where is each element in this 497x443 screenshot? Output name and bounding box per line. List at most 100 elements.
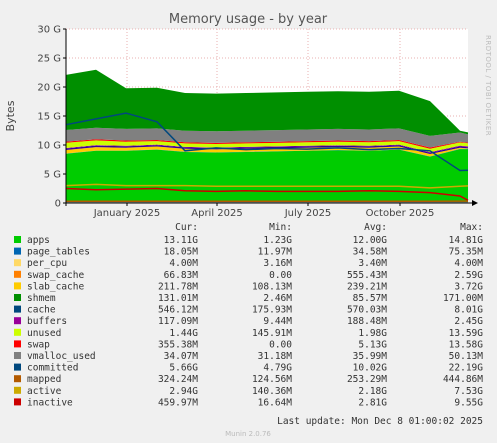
x-tick-label-3: October 2025 <box>366 208 435 219</box>
legend-label-unused: unused <box>27 328 61 339</box>
x-tick-label-0: January 2025 <box>93 208 161 219</box>
legend-min-page-tables: 11.97M <box>258 247 293 258</box>
legend-min-vmalloc-used: 31.18M <box>258 351 293 362</box>
legend-cur-cache: 546.12M <box>158 305 198 316</box>
legend-avg-shmem: 85.57M <box>353 293 388 304</box>
legend-swatch-swap-cache <box>14 270 21 278</box>
legend-cur-swap: 355.38M <box>158 339 198 350</box>
legend-label-shmem: shmem <box>27 293 56 304</box>
last-update: Last update: Mon Dec 8 01:00:02 2025 <box>277 416 483 427</box>
legend-avg-committed: 10.02G <box>353 363 388 374</box>
legend-label-active: active <box>27 386 62 397</box>
legend-max-page-tables: 75.35M <box>449 247 484 258</box>
legend-avg-inactive: 2.81G <box>358 397 387 408</box>
line-active <box>65 183 469 189</box>
legend-swatch-swap <box>14 340 21 348</box>
y-axis-label: Bytes <box>4 100 17 131</box>
legend-min-per-cpu: 3.16M <box>263 258 292 269</box>
legend-avg-swap-cache: 555.43M <box>347 270 387 281</box>
legend-min-active: 140.36M <box>252 386 292 397</box>
legend-avg-page-tables: 34.58M <box>353 247 388 258</box>
legend-cur-apps: 13.11G <box>164 235 199 246</box>
legend-avg-per-cpu: 3.40M <box>358 258 387 269</box>
legend-avg-mapped: 253.29M <box>347 374 387 385</box>
legend-header-min: Min: <box>269 222 292 233</box>
x-tick-label-1: April 2025 <box>191 208 242 219</box>
legend-min-apps: 1.23G <box>263 235 292 246</box>
legend-avg-swap: 5.13G <box>358 339 387 350</box>
legend-cur-vmalloc-used: 34.07M <box>164 351 199 362</box>
legend-swatch-apps <box>14 236 21 243</box>
legend-swatch-active <box>14 386 21 394</box>
legend-avg-apps: 12.00G <box>353 235 388 246</box>
legend-cur-active: 2.94G <box>169 386 198 397</box>
legend-label-page-tables: page_tables <box>27 247 90 258</box>
legend-cur-slab-cache: 211.78M <box>158 281 198 292</box>
legend-swatch-buffers <box>14 317 21 325</box>
line-committed <box>65 112 469 172</box>
legend-max-apps: 14.81G <box>449 235 484 246</box>
legend-min-buffers: 9.44M <box>263 316 292 327</box>
legend-header-avg: Avg: <box>364 222 387 233</box>
legend-label-mapped: mapped <box>27 374 61 385</box>
legend-swatch-shmem <box>14 294 21 301</box>
legend-cur-buffers: 117.09M <box>158 316 198 327</box>
legend-label-inactive: inactive <box>27 397 73 408</box>
area-slab-cache <box>66 145 468 154</box>
rrdtool-watermark: RRDTOOL / TOBI OETIKER <box>484 35 492 136</box>
munin-version: Munin 2.0.76 <box>225 430 271 438</box>
legend-label-slab-cache: slab_cache <box>27 281 84 292</box>
y-tick-label-4: 20 G <box>37 83 61 94</box>
legend-header-max: Max: <box>460 222 483 233</box>
legend-min-slab-cache: 108.13M <box>252 281 292 292</box>
legend: Cur: Min: Avg: Max: apps 13.11G 1.23G 12.00… <box>14 222 483 408</box>
x-axis-arrow <box>472 200 478 206</box>
line-inactive <box>65 187 469 201</box>
legend-swatch-page-tables <box>14 247 21 255</box>
legend-max-inactive: 9.55G <box>454 397 483 408</box>
y-tick-label-2: 10 G <box>37 141 61 152</box>
legend-swatch-inactive <box>14 398 21 406</box>
legend-max-buffers: 2.45G <box>454 316 483 327</box>
legend-cur-unused: 1.44G <box>169 328 198 339</box>
y-tick-label-0: 0 <box>55 199 61 210</box>
legend-min-swap-cache: 0.00 <box>269 270 292 281</box>
legend-avg-active: 2.18G <box>358 386 387 397</box>
legend-swatch-vmalloc-used <box>14 352 21 359</box>
area-swap <box>66 69 468 136</box>
legend-max-per-cpu: 4.00M <box>454 258 483 269</box>
legend-header-cur: Cur: <box>175 222 198 233</box>
area-cache <box>66 140 468 153</box>
legend-swatch-cache <box>14 305 21 313</box>
legend-cur-swap-cache: 66.83M <box>164 270 199 281</box>
area-apps <box>66 149 468 203</box>
legend-max-vmalloc-used: 50.13M <box>449 351 484 362</box>
legend-label-swap: swap <box>27 339 50 350</box>
legend-min-unused: 145.91M <box>252 328 292 339</box>
legend-avg-buffers: 188.48M <box>347 316 387 327</box>
legend-min-committed: 4.79G <box>263 363 292 374</box>
legend-swatch-per-cpu <box>14 259 21 267</box>
legend-label-swap-cache: swap_cache <box>27 270 84 281</box>
legend-min-cache: 175.93M <box>252 305 292 316</box>
legend-min-shmem: 2.46M <box>263 293 292 304</box>
legend-max-slab-cache: 3.72G <box>454 281 483 292</box>
legend-min-inactive: 16.64M <box>258 397 293 408</box>
y-tick-label-5: 25 G <box>37 54 61 65</box>
x-ticks: January 2025 April 2025 July 2025 October 2… <box>93 203 435 219</box>
legend-min-swap: 0.00 <box>269 339 292 350</box>
x-tick-label-2: July 2025 <box>284 208 332 219</box>
legend-max-active: 7.53G <box>454 386 483 397</box>
legend-max-unused: 13.59G <box>449 328 484 339</box>
y-tick-label-6: 30 G <box>37 25 61 36</box>
y-tick-label-3: 15 G <box>37 112 61 123</box>
legend-swatch-slab-cache <box>14 282 21 290</box>
area-buffers <box>66 139 468 149</box>
legend-cur-committed: 5.66G <box>169 363 198 374</box>
legend-swatch-committed <box>14 363 21 371</box>
legend-label-per-cpu: per_cpu <box>27 258 67 269</box>
chart-title: Memory usage - by year <box>169 12 328 27</box>
stacked-areas <box>66 69 468 203</box>
legend-min-mapped: 124.56M <box>252 374 292 385</box>
legend-label-buffers: buffers <box>27 316 67 327</box>
